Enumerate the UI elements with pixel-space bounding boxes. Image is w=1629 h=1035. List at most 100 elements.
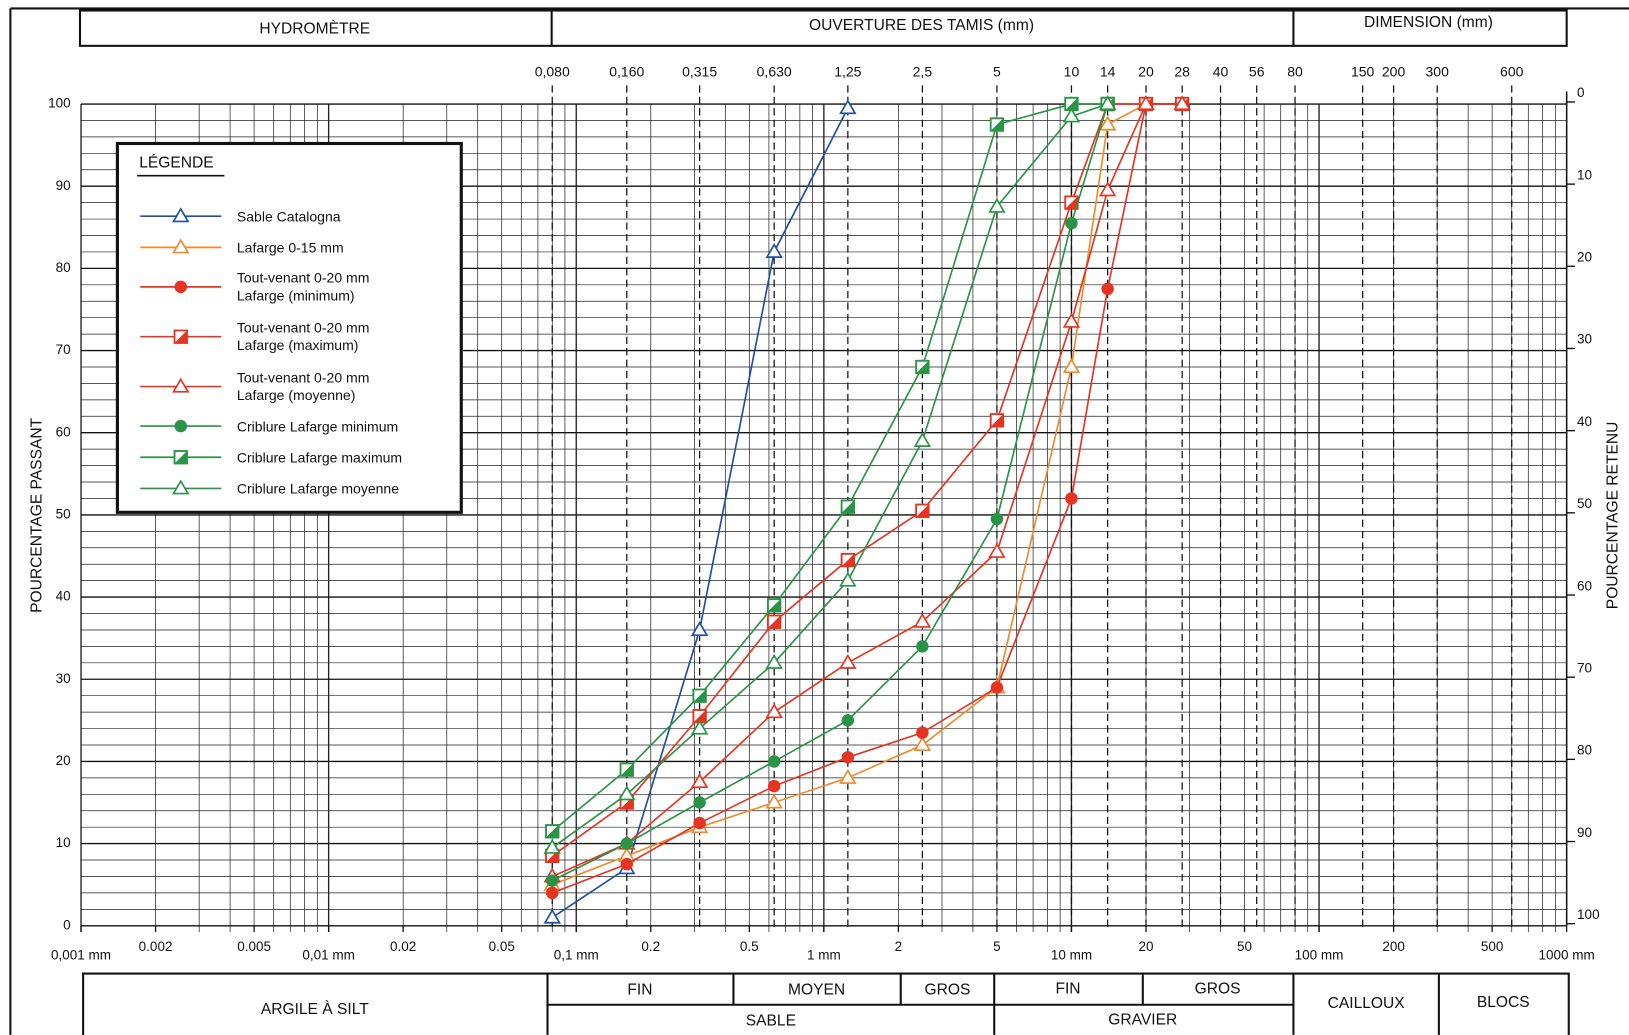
top-tick-label: 56: [1249, 64, 1265, 80]
x-tick-label: 1000 mm: [1539, 947, 1595, 962]
marker-shape: [172, 479, 190, 495]
data-point: [1098, 181, 1117, 197]
marker-shape: [1062, 312, 1081, 328]
marker-shape: [841, 714, 855, 727]
marker-shape: [1062, 358, 1081, 374]
data-point: [543, 908, 561, 924]
top-tick-label: 40: [1213, 64, 1229, 80]
top-tick-label: 0,160: [609, 64, 644, 80]
y2-tick-label: 10: [1577, 167, 1592, 182]
top-tick-label: 1,25: [834, 64, 861, 80]
top-tick-label: 300: [1426, 64, 1450, 80]
data-point: [913, 612, 932, 628]
marker-fill: [916, 360, 929, 374]
y2-tick-label: 20: [1577, 250, 1592, 265]
data-point: [693, 816, 706, 830]
data-point: [766, 614, 782, 629]
class-label: FIN: [627, 981, 652, 998]
class-label: GROS: [1195, 980, 1241, 997]
data-point: [173, 450, 188, 465]
y-tick-label: 80: [56, 260, 71, 275]
data-point: [765, 793, 783, 809]
data-point: [174, 280, 188, 294]
data-point: [1064, 96, 1079, 112]
legend: LÉGENDE Sable Catalogna Lafarge 0-15 mm To…: [115, 141, 463, 514]
top-tick-label: 10: [1064, 64, 1080, 80]
marker-shape: [1065, 492, 1078, 505]
y2-tick-label: 60: [1577, 578, 1592, 593]
marker-shape: [913, 736, 932, 752]
y-tick-label: 50: [56, 506, 71, 521]
marker-shape: [916, 640, 929, 653]
x-tick-label: 20: [1138, 939, 1153, 954]
data-point: [916, 640, 929, 653]
y-tick-label: 60: [56, 424, 71, 439]
data-point: [916, 726, 929, 739]
x-tick-label: 100 mm: [1295, 947, 1344, 962]
legend-entry: Criblure Lafarge maximum: [237, 449, 402, 465]
header-label: HYDROMÈTRE: [259, 18, 370, 37]
data-point: [1065, 492, 1078, 505]
data-point: [1173, 95, 1191, 111]
data-point: [690, 621, 709, 636]
class-box: [82, 972, 1570, 1035]
data-point: [840, 552, 856, 568]
data-point: [839, 99, 857, 115]
y-tick-label: 30: [56, 671, 71, 686]
marker-shape: [990, 512, 1004, 526]
data-point: [1062, 107, 1081, 123]
marker-shape: [767, 779, 781, 793]
class-label: BLOCS: [1477, 994, 1530, 1011]
marker-shape: [543, 838, 561, 854]
data-point: [765, 703, 783, 719]
y2-tick-label: 0: [1577, 85, 1585, 100]
marker-shape: [1098, 181, 1117, 197]
legend-label: Lafarge 0-15 mm: [236, 239, 344, 256]
x-tick-label: 50: [1237, 939, 1252, 954]
top-tick-label: 0,315: [682, 64, 717, 80]
data-point: [839, 768, 857, 784]
x-tick-label: 0.005: [237, 939, 271, 954]
y2-axis-title: POURCENTAGE RETENU: [1605, 422, 1622, 610]
data-point: [766, 598, 782, 613]
x-tick-label: 10 mm: [1051, 947, 1092, 962]
data-point: [839, 571, 857, 587]
class-label: MOYEN: [788, 981, 845, 998]
legend-entry: Criblure Lafarge moyenne: [237, 481, 399, 497]
marker-shape: [1062, 107, 1081, 123]
legend-entry: Criblure Lafarge minimum: [237, 418, 398, 434]
data-point: [765, 653, 783, 669]
data-point: [546, 886, 559, 900]
marker-shape: [690, 719, 709, 735]
data-point: [172, 479, 190, 495]
y2-tick-label: 70: [1577, 660, 1592, 675]
data-point: [765, 243, 783, 258]
class-label: ARGILE À SILT: [261, 999, 369, 1018]
grid: 0 10 20 30 40 50 60 70 80 90 100 0 10 20 30 40 50 60 70 80 9…: [48, 64, 1599, 963]
data-point: [989, 413, 1005, 428]
legend-label: Tout-venant 0-20 mm Lafarge (moyenne): [236, 369, 370, 404]
data-point: [990, 512, 1004, 526]
y-tick-label: 20: [56, 753, 71, 768]
y-tick-label: 40: [56, 589, 71, 604]
data-point: [913, 736, 932, 752]
data-point: [545, 824, 560, 839]
data-point: [174, 419, 188, 433]
x-tick-label: 1 mm: [807, 947, 841, 962]
legend-title: LÉGENDE: [139, 152, 213, 171]
marker-shape: [841, 751, 855, 764]
x-tick-label: 0,001 mm: [51, 947, 111, 962]
data-point: [1065, 216, 1078, 230]
data-point: [913, 432, 932, 447]
legend-entry: Tout-venant 0-20 mm Lafarge (moyenne): [236, 369, 370, 404]
top-tick-label: 0,630: [757, 64, 792, 80]
class-label: FIN: [1055, 980, 1080, 997]
data-point: [692, 688, 707, 703]
marker-shape: [620, 857, 634, 871]
top-tick-label: 150: [1351, 64, 1375, 80]
x-tick-label: 0.002: [139, 939, 173, 954]
x-tick-label: 5: [993, 939, 1001, 954]
marker-shape: [767, 755, 781, 768]
data-point: [915, 503, 930, 518]
top-tick-label: 14: [1100, 64, 1116, 80]
